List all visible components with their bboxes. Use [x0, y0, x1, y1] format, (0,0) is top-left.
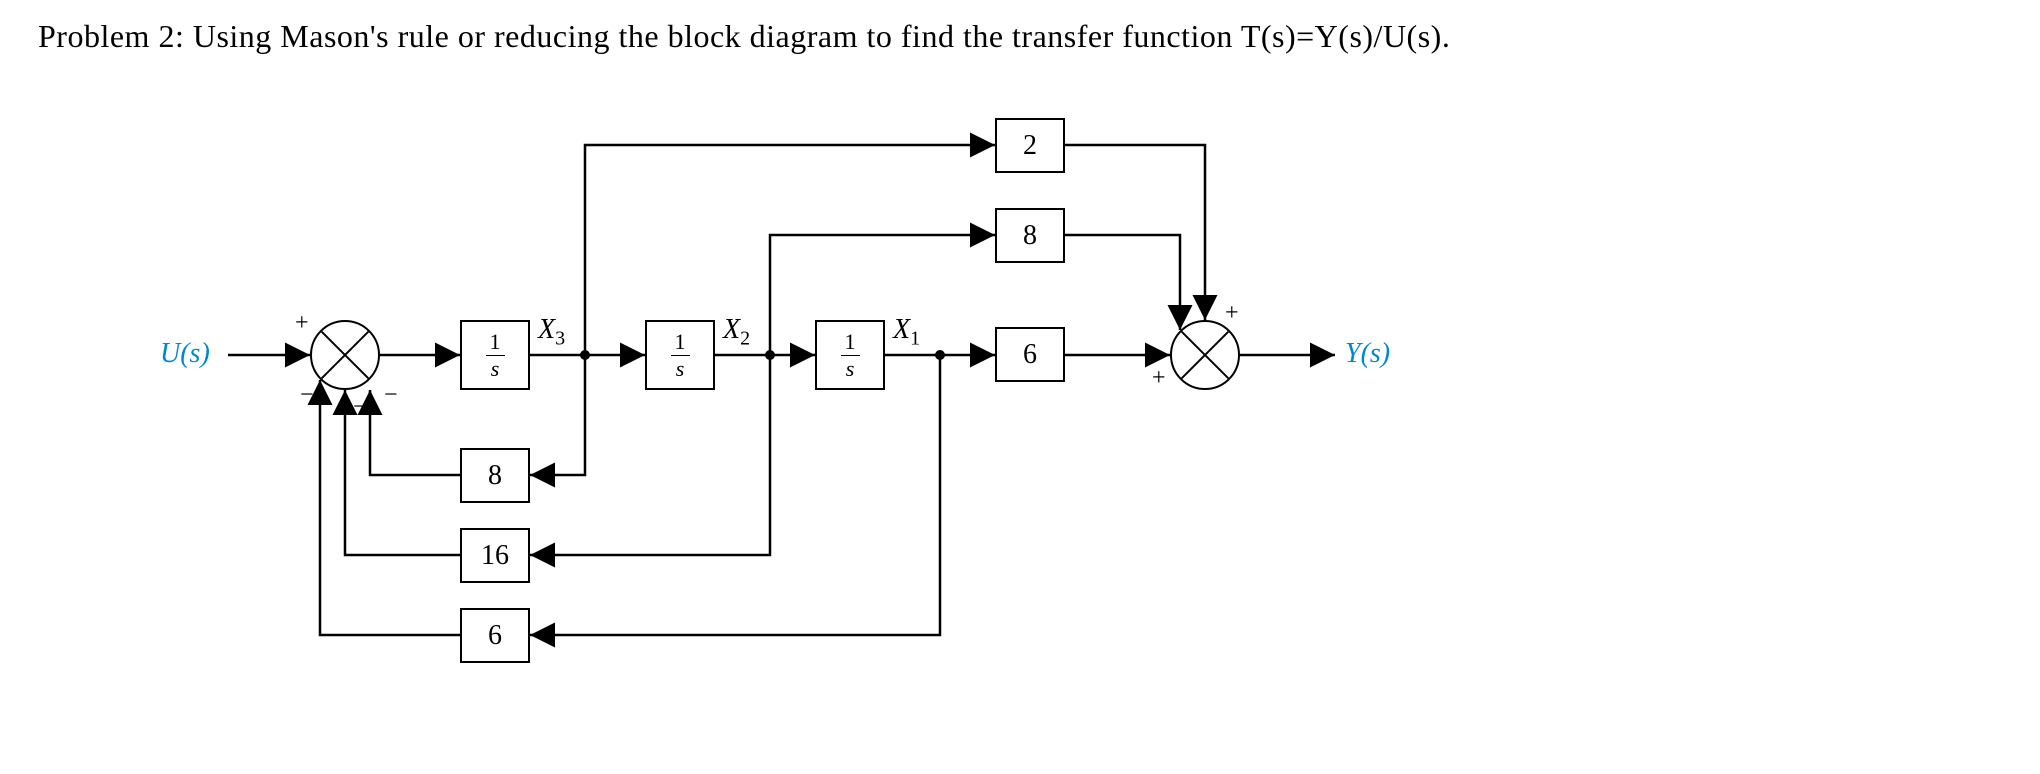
gain-feedback-6: 6 [460, 608, 530, 663]
sum2-sign-plus-top1: + [1172, 300, 1186, 327]
sum1-sign-minus3: − [300, 382, 314, 409]
sum2-sign-plus-left: + [1152, 365, 1166, 392]
node-x3 [580, 350, 590, 360]
sum1-sign-minus2: − [353, 394, 367, 421]
sum1-sign-plus: + [295, 310, 309, 337]
integrator-2: 1 s [645, 320, 715, 390]
gain-feedforward-2: 2 [995, 118, 1065, 173]
signal-x2: X2 [723, 314, 750, 351]
signal-x3: X3 [538, 314, 565, 351]
signal-x1: X1 [893, 314, 920, 351]
sum-junction-2 [1170, 320, 1240, 390]
output-label: Y(s) [1345, 338, 1390, 370]
integrator-3: 1 s [815, 320, 885, 390]
sum1-sign-minus1: − [384, 382, 398, 409]
gain-forward-6: 6 [995, 327, 1065, 382]
gain-feedforward-8: 8 [995, 208, 1065, 263]
node-x1 [935, 350, 945, 360]
sum-junction-1 [310, 320, 380, 390]
input-label: U(s) [160, 338, 210, 370]
sum2-sign-plus-top2: + [1225, 300, 1239, 327]
block-diagram: U(s) + − − − 1 s X3 1 s X2 1 s X1 6 2 [0, 80, 2040, 760]
gain-feedback-8: 8 [460, 448, 530, 503]
gain-feedback-16: 16 [460, 528, 530, 583]
problem-statement: Problem 2: Using Mason's rule or reducin… [38, 18, 1450, 55]
node-x2 [765, 350, 775, 360]
integrator-1: 1 s [460, 320, 530, 390]
diagram-wires [0, 80, 2040, 760]
